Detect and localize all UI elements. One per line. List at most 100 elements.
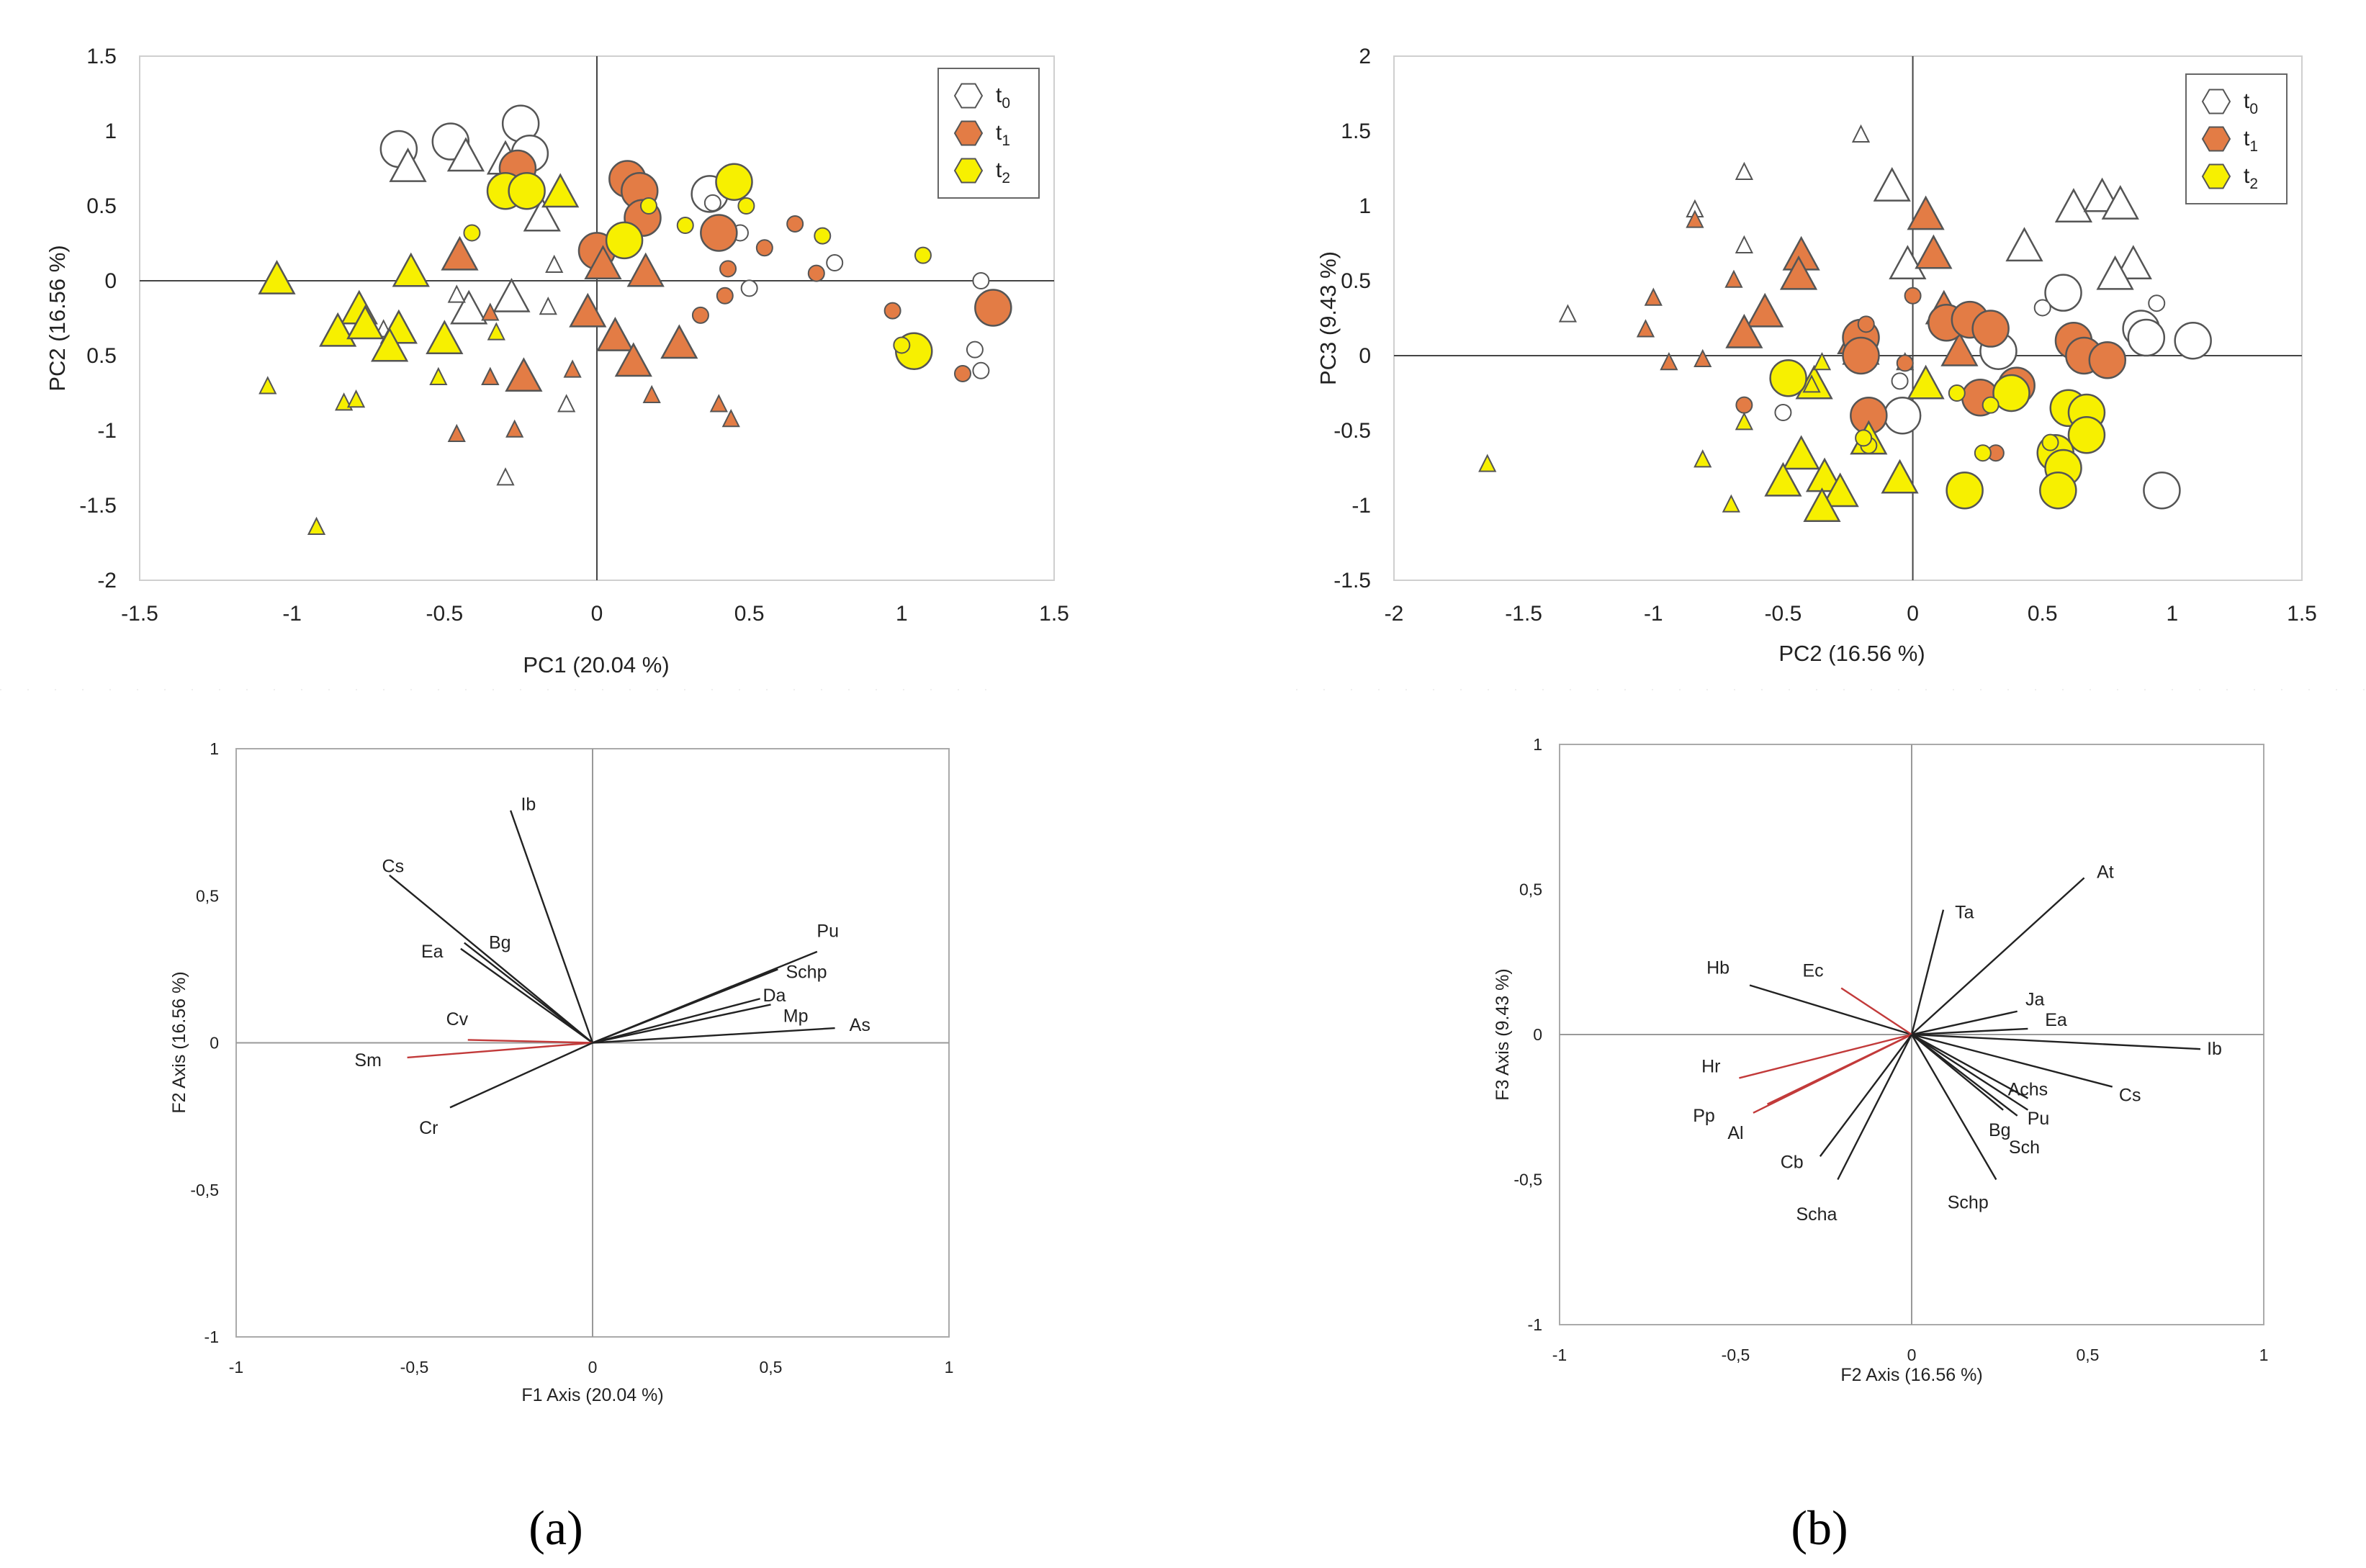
score-point-t0 bbox=[1735, 235, 1754, 253]
y-axis-title: F3 Axis (9.43 %) bbox=[1493, 968, 1513, 1100]
score-point-t0 bbox=[1735, 161, 1754, 181]
y-tick-label: -1 bbox=[1351, 494, 1371, 518]
x-tick-label: 1.5 bbox=[1039, 602, 1069, 626]
loading-vector-ib bbox=[510, 810, 594, 1043]
loading-vector-sm bbox=[407, 1042, 593, 1059]
loading-label-pp: Pp bbox=[1693, 1106, 1715, 1126]
score-point-t1 bbox=[1693, 348, 1712, 368]
x-tick-label: 1 bbox=[2259, 1346, 2269, 1364]
loading-plot-f1-f2: -1 -0,5 0 0,5 1 -1 -0,5 0 0,5 1 F1 Axis (20.04 %) F… bbox=[169, 739, 953, 1405]
score-point-t0 bbox=[545, 254, 564, 273]
score-point-t0 bbox=[539, 297, 557, 315]
score-point-t2 bbox=[1782, 435, 1820, 470]
x-tick-label: 1.5 bbox=[2287, 602, 2317, 626]
loading-label-ib: Ib bbox=[2207, 1039, 2222, 1059]
loading-label-sm: Sm bbox=[354, 1050, 382, 1071]
score-point-t1 bbox=[1636, 319, 1655, 338]
score-point-t2 bbox=[639, 197, 657, 215]
y-tick-label: -1 bbox=[204, 1328, 219, 1346]
score-point-t1 bbox=[505, 357, 543, 392]
score-point-t2 bbox=[914, 246, 932, 264]
x-tick-label: -0.5 bbox=[1765, 602, 1802, 626]
score-point-t1 bbox=[481, 366, 500, 385]
loading-label-al: Al bbox=[1727, 1123, 1743, 1143]
score-point-t2 bbox=[1802, 374, 1821, 393]
y-tick-label: 2 bbox=[1359, 45, 1371, 68]
x-tick-label: -1.5 bbox=[1505, 602, 1542, 626]
score-point-t2 bbox=[2039, 471, 2077, 510]
loading-vector-pu bbox=[1911, 1033, 2029, 1111]
score-point-t2 bbox=[541, 173, 580, 208]
score-point-t2 bbox=[1907, 364, 1945, 400]
loading-label-da: Da bbox=[763, 986, 786, 1006]
score-point-t2 bbox=[1764, 461, 1802, 497]
loading-vector-schp bbox=[1910, 1034, 1997, 1181]
score-point-t0 bbox=[2127, 318, 2166, 357]
score-point-t1 bbox=[2088, 341, 2127, 379]
score-point-t1 bbox=[1896, 354, 1914, 372]
score-point-t1 bbox=[1724, 269, 1743, 288]
score-point-t2 bbox=[1769, 359, 1807, 397]
x-tick-label: -2 bbox=[1385, 602, 1404, 626]
score-point-t2 bbox=[319, 312, 357, 347]
panel-label-b: (b) bbox=[1791, 1500, 1848, 1555]
x-tick-label: 0.5 bbox=[2028, 602, 2058, 626]
score-point-t0 bbox=[966, 341, 984, 359]
loading-label-cs: Cs bbox=[2119, 1086, 2141, 1106]
score-point-t1 bbox=[807, 264, 825, 282]
score-point-t2 bbox=[307, 516, 326, 535]
score-point-t2 bbox=[1821, 472, 1859, 508]
loading-label-ec: Ec bbox=[1802, 960, 1823, 981]
score-point-t2 bbox=[814, 227, 832, 245]
score-point-t2 bbox=[1693, 449, 1712, 468]
score-point-t0 bbox=[496, 467, 515, 486]
y-tick-label: 1 bbox=[104, 120, 117, 143]
score-point-t1 bbox=[1725, 313, 1763, 348]
score-point-t2 bbox=[1722, 494, 1740, 513]
loading-vector-schp bbox=[592, 968, 778, 1044]
score-point-t2 bbox=[1881, 459, 1919, 494]
score-point-t0 bbox=[1851, 124, 1871, 143]
loading-label-bg: Bg bbox=[489, 933, 511, 953]
loading-label-as: As bbox=[850, 1015, 871, 1035]
score-point-t2 bbox=[1946, 471, 1984, 510]
score-point-t0 bbox=[2033, 299, 2051, 317]
score-point-t0 bbox=[826, 254, 844, 272]
score-point-t1 bbox=[1779, 255, 1818, 290]
legend-marker-t1 bbox=[2201, 126, 2231, 152]
legend-label-t1: t1 bbox=[2244, 127, 2258, 155]
x-tick-label: -0.5 bbox=[426, 602, 463, 626]
loading-vector-bg bbox=[1911, 1034, 2004, 1111]
score-point-t1 bbox=[1660, 351, 1678, 371]
score-point-t1 bbox=[954, 364, 971, 382]
loading-vector-da bbox=[592, 998, 760, 1044]
score-point-t0 bbox=[450, 289, 488, 325]
score-point-t0 bbox=[447, 284, 466, 303]
score-point-t0 bbox=[972, 272, 990, 289]
score-point-t1 bbox=[786, 215, 804, 233]
loading-label-ib: Ib bbox=[521, 795, 536, 815]
x-tick-label: -1 bbox=[229, 1358, 243, 1376]
y-tick-label: -1.5 bbox=[79, 494, 117, 518]
x-tick-label: 0 bbox=[591, 602, 603, 626]
loading-vector-cs bbox=[1911, 1033, 2113, 1088]
score-point-t1 bbox=[1904, 287, 1922, 305]
loading-label-schp: Schp bbox=[1948, 1193, 1989, 1213]
x-tick-label: 1 bbox=[2167, 602, 2179, 626]
score-point-t1 bbox=[721, 409, 740, 428]
score-point-t2 bbox=[346, 389, 366, 408]
score-plot-pc2-pc3: -2 -1.5 -1 -0.5 0 0.5 1 1.5 -1.5 -1 -0.5 0 0.5 1 1.5 2 P… bbox=[1315, 45, 2317, 666]
loading-vector-ta bbox=[1910, 909, 1945, 1035]
x-tick-label: -1.5 bbox=[121, 602, 158, 626]
y-tick-label: -1 bbox=[97, 419, 117, 443]
score-point-t1 bbox=[441, 235, 479, 271]
y-tick-label: 0.5 bbox=[86, 194, 117, 218]
y-tick-label: 0 bbox=[1359, 344, 1371, 368]
loading-label-mp: Mp bbox=[783, 1006, 809, 1027]
legend-marker-t0 bbox=[2201, 89, 2231, 114]
score-point-t1 bbox=[1842, 336, 1880, 375]
loading-label-sch: Sch bbox=[2009, 1137, 2040, 1158]
loading-label-hr: Hr bbox=[1701, 1056, 1720, 1076]
score-point-t0 bbox=[389, 147, 427, 182]
